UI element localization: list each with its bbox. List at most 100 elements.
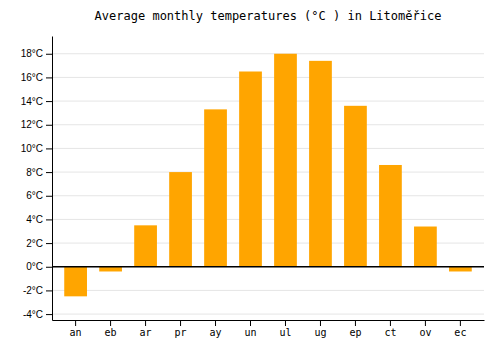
y-tick-label: -4°C <box>23 309 43 320</box>
y-tick: 6°C <box>26 190 52 201</box>
x-tick-label: ct <box>384 327 396 338</box>
x-tick-mark <box>215 320 216 326</box>
y-tick-mark <box>46 125 52 126</box>
y-tick: 0°C <box>26 261 52 272</box>
y-tick: 2°C <box>26 238 52 249</box>
y-tick-mark <box>46 101 52 102</box>
x-tick-mark <box>355 320 356 326</box>
x-tick: ay <box>210 320 222 338</box>
bar <box>344 106 367 267</box>
grid-line <box>52 77 484 78</box>
x-tick-mark <box>460 320 461 326</box>
y-tick-label: 8°C <box>26 167 43 178</box>
bar <box>379 165 402 267</box>
y-tick: 4°C <box>26 214 52 225</box>
grid-line <box>52 290 484 291</box>
bars <box>52 54 484 297</box>
y-tick-mark <box>46 219 52 220</box>
x-tick-label: ug <box>314 327 326 338</box>
y-tick-label: 0°C <box>26 261 43 272</box>
grid-line <box>52 266 484 267</box>
y-tick-label: 6°C <box>26 190 43 201</box>
y-tick-mark <box>46 267 52 268</box>
x-tick-label: ec <box>454 327 466 338</box>
y-axis: -4°C -2°C 0°C 2°C 4°C 6°C 8°C 10°C 12°C 14°C 16°C 1… <box>21 37 53 321</box>
y-tick: -2°C <box>23 285 52 296</box>
x-tick: ug <box>314 320 326 338</box>
y-tick: 16°C <box>21 72 52 83</box>
bar <box>274 54 297 267</box>
y-tick-label: -2°C <box>23 285 43 296</box>
grid-line <box>52 219 484 220</box>
grid-line <box>52 53 484 54</box>
x-tick-label: an <box>70 327 82 338</box>
grid-line <box>52 148 484 149</box>
x-tick-mark <box>75 320 76 326</box>
y-tick-label: 10°C <box>21 143 43 154</box>
bar <box>309 61 332 267</box>
y-tick: 14°C <box>21 96 52 107</box>
x-tick-label: ay <box>210 327 222 338</box>
y-tick: 12°C <box>21 119 52 130</box>
x-tick-mark <box>110 320 111 326</box>
y-tick-label: 2°C <box>26 238 43 249</box>
x-tick-mark <box>390 320 391 326</box>
y-axis-line <box>52 37 53 321</box>
x-tick: ct <box>384 320 396 338</box>
x-tick: ep <box>349 320 361 338</box>
plot: -4°C -2°C 0°C 2°C 4°C 6°C 8°C 10°C 12°C 14°C 16°C 1… <box>21 37 485 339</box>
y-tick: 8°C <box>26 167 52 178</box>
x-tick: ec <box>454 320 466 338</box>
x-tick-label: ar <box>140 327 152 338</box>
y-tick-mark <box>46 148 52 149</box>
title: Average monthly temperatures (°C ) in Li… <box>95 9 442 23</box>
x-tick-mark <box>320 320 321 326</box>
y-tick: -4°C <box>23 309 52 320</box>
bar <box>134 225 157 266</box>
x-tick: pr <box>175 320 187 338</box>
bar <box>64 267 87 297</box>
x-tick-label: ul <box>279 327 291 338</box>
bar <box>239 72 262 267</box>
x-tick-mark <box>180 320 181 326</box>
x-tick-mark <box>250 320 251 326</box>
x-tick-label: un <box>244 327 256 338</box>
chart: -4°C -2°C 0°C 2°C 4°C 6°C 8°C 10°C 12°C 14°C 16°C 1… <box>0 0 500 350</box>
y-tick-label: 12°C <box>21 119 43 130</box>
x-tick-label: eb <box>105 327 117 338</box>
y-tick: 18°C <box>21 48 52 59</box>
x-tick-label: pr <box>175 327 187 338</box>
baseline <box>52 266 484 268</box>
x-tick-mark <box>285 320 286 326</box>
x-axis-line <box>53 320 485 321</box>
y-tick-label: 4°C <box>26 214 43 225</box>
y-tick-mark <box>46 172 52 173</box>
grid <box>52 54 484 314</box>
y-tick-mark <box>46 196 52 197</box>
y-tick-mark <box>46 77 52 78</box>
bar <box>204 109 227 266</box>
y-tick-label: 18°C <box>21 48 43 59</box>
y-tick-label: 14°C <box>21 96 43 107</box>
x-tick-mark <box>425 320 426 326</box>
x-tick-mark <box>145 320 146 326</box>
grid-line <box>52 101 484 102</box>
x-axis: an eb ar pr ay un ul ug ep ct ov ec <box>53 320 485 338</box>
grid-line <box>52 195 484 196</box>
x-tick: ov <box>419 320 431 338</box>
bar <box>169 172 192 267</box>
x-tick: ar <box>140 320 152 338</box>
x-tick: un <box>244 320 256 338</box>
x-tick-label: ep <box>349 327 361 338</box>
y-tick: 10°C <box>21 143 52 154</box>
x-tick: ul <box>279 320 291 338</box>
bar <box>414 227 437 267</box>
grid-line <box>52 172 484 173</box>
grid-line <box>52 124 484 125</box>
x-tick: an <box>70 320 82 338</box>
y-tick-mark <box>46 54 52 55</box>
y-tick-mark <box>46 290 52 291</box>
grid-line <box>52 314 484 315</box>
y-tick-label: 16°C <box>21 72 43 83</box>
y-tick-mark <box>46 314 52 315</box>
